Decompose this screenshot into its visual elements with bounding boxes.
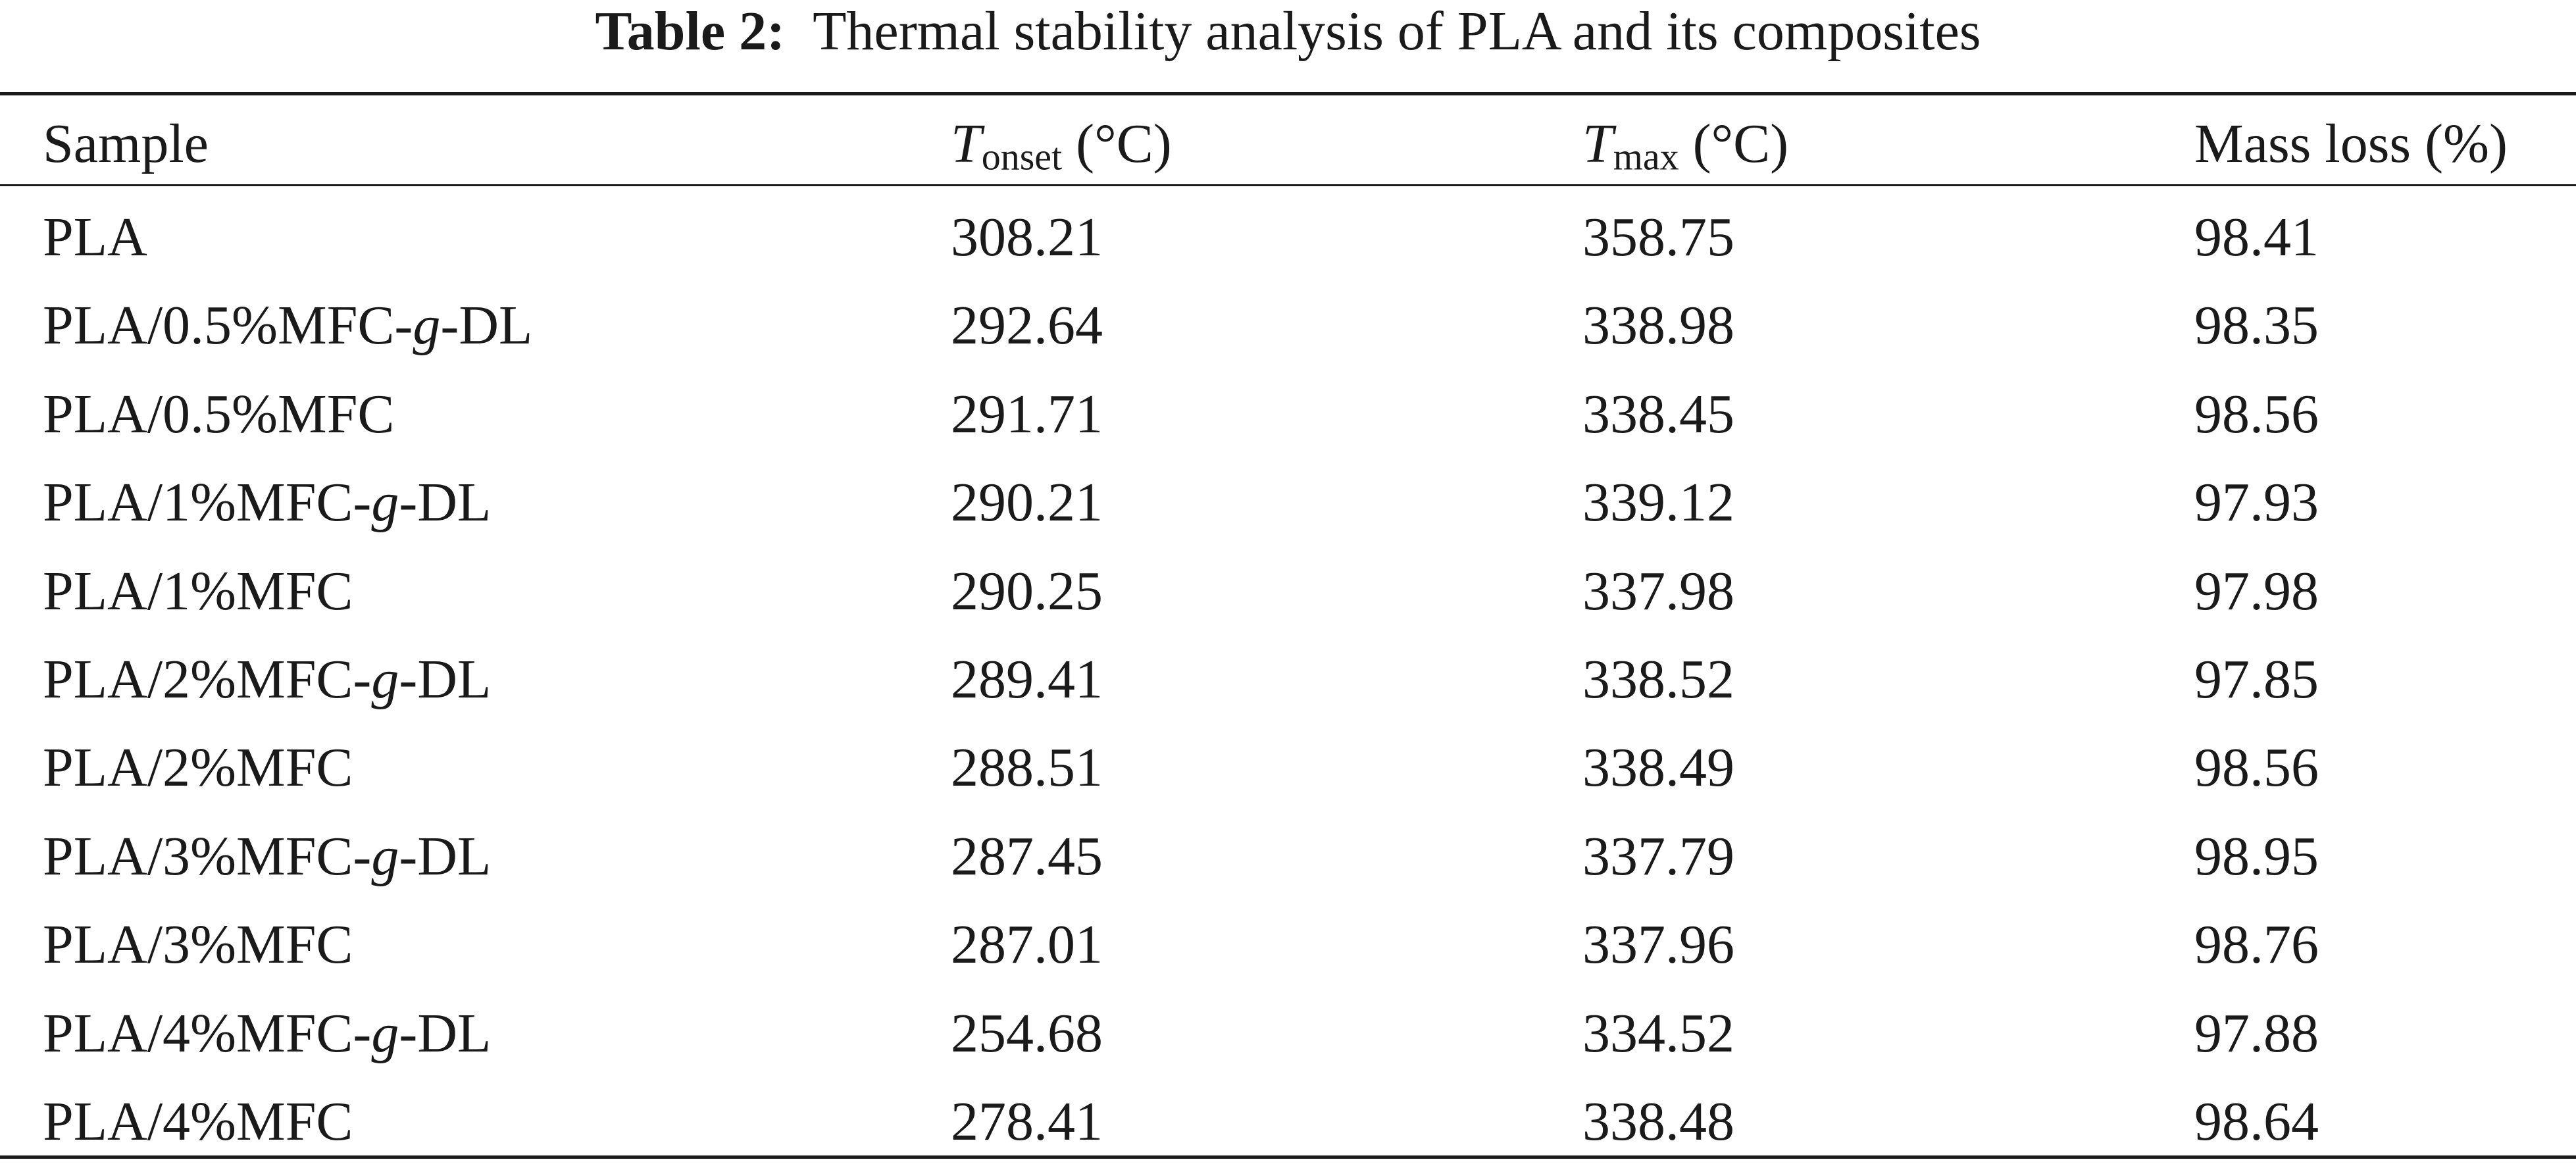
table-row: PLA 308.21 358.75 98.41 <box>0 193 2576 282</box>
sample-name-ital: g <box>371 1002 399 1064</box>
cell-sample: PLA/3%MFC-g-DL <box>43 813 491 901</box>
table-row: PLA/2%MFC 288.51 338.49 98.56 <box>0 724 2576 812</box>
cell-mass-loss: 98.35 <box>2194 295 2319 357</box>
header-tmax-unit: (°C) <box>1692 113 1789 174</box>
sample-name-post: -DL <box>399 472 492 534</box>
header-sample: Sample <box>43 113 209 174</box>
sample-name-pre: PLA/1%MFC- <box>43 472 372 534</box>
cell-mass-loss: 98.76 <box>2194 914 2319 976</box>
cell-tonset: 278.41 <box>951 1091 1103 1152</box>
header-tonset-symbol: T <box>951 113 982 174</box>
cell-tmax: 338.98 <box>1582 295 1734 357</box>
sample-name-pre: PLA/2%MFC- <box>43 649 372 710</box>
cell-tmax: 358.75 <box>1582 207 1734 268</box>
sample-name-post: -DL <box>399 825 492 887</box>
header-mass-loss: Mass loss (%) <box>2194 113 2508 174</box>
cell-tonset: 287.01 <box>951 914 1103 976</box>
cell-sample: PLA/2%MFC-g-DL <box>43 636 491 724</box>
sample-name-pre: PLA/4%MFC- <box>43 1002 372 1064</box>
sample-name-post: -DL <box>399 1002 492 1064</box>
header-tmax-subscript: max <box>1613 135 1679 178</box>
table-row: PLA/4%MFC 278.41 338.48 98.64 <box>0 1078 2576 1166</box>
sample-name-post: -DL <box>440 295 533 357</box>
sample-name-pre: PLA/4%MFC <box>43 1091 353 1152</box>
sample-name-post: -DL <box>399 649 492 710</box>
cell-mass-loss: 98.95 <box>2194 825 2319 887</box>
cell-tmax: 338.48 <box>1582 1091 1734 1152</box>
sample-name-pre: PLA <box>43 207 147 268</box>
cell-tonset: 287.45 <box>951 825 1103 887</box>
cell-mass-loss: 97.85 <box>2194 649 2319 710</box>
cell-sample: PLA/1%MFC-g-DL <box>43 459 491 547</box>
sample-name-ital: g <box>371 472 399 534</box>
sample-name-pre: PLA/3%MFC <box>43 914 353 976</box>
sample-name-ital: g <box>413 295 441 357</box>
cell-tonset: 288.51 <box>951 737 1103 799</box>
sample-name-pre: PLA/1%MFC <box>43 560 353 622</box>
sample-name-pre: PLA/0.5%MFC- <box>43 295 413 357</box>
header-tonset-subscript: onset <box>981 135 1063 178</box>
cell-mass-loss: 97.98 <box>2194 560 2319 622</box>
cell-tonset: 290.25 <box>951 560 1103 622</box>
cell-tmax: 338.49 <box>1582 737 1734 799</box>
cell-mass-loss: 98.64 <box>2194 1091 2319 1152</box>
sample-name-ital: g <box>371 825 399 887</box>
table-header-row: Sample Tonset (°C) Tmax (°C) Mass loss (… <box>0 100 2576 188</box>
cell-sample: PLA/4%MFC <box>43 1078 353 1166</box>
cell-sample: PLA/3%MFC <box>43 901 353 989</box>
cell-tmax: 337.79 <box>1582 825 1734 887</box>
header-tonset: Tonset (°C) <box>951 100 1172 188</box>
cell-sample: PLA/1%MFC <box>43 547 353 636</box>
cell-tonset: 289.41 <box>951 649 1103 710</box>
table-row: PLA/0.5%MFC 291.71 338.45 98.56 <box>0 370 2576 459</box>
top-rule <box>0 92 2576 95</box>
bottom-rule <box>0 1155 2576 1159</box>
table-row: PLA/1%MFC-g-DL 290.21 339.12 97.93 <box>0 459 2576 547</box>
header-tmax-symbol: T <box>1582 113 1613 174</box>
table-row: PLA/2%MFC-g-DL 289.41 338.52 97.85 <box>0 636 2576 724</box>
header-rule <box>0 184 2576 186</box>
table-row: PLA/3%MFC 287.01 337.96 98.76 <box>0 901 2576 989</box>
cell-tmax: 338.52 <box>1582 649 1734 710</box>
cell-mass-loss: 97.93 <box>2194 472 2319 534</box>
cell-mass-loss: 98.41 <box>2194 207 2319 268</box>
table-row: PLA/0.5%MFC-g-DL 292.64 338.98 98.35 <box>0 282 2576 370</box>
table-row: PLA/4%MFC-g-DL 254.68 334.52 97.88 <box>0 990 2576 1078</box>
cell-mass-loss: 97.88 <box>2194 1002 2319 1064</box>
cell-tmax: 339.12 <box>1582 472 1734 534</box>
cell-sample: PLA/2%MFC <box>43 724 353 812</box>
caption-text: Thermal stability analysis of PLA and it… <box>813 1 1981 62</box>
header-tmax: Tmax (°C) <box>1582 100 1788 188</box>
cell-tonset: 290.21 <box>951 472 1103 534</box>
cell-tmax: 334.52 <box>1582 1002 1734 1064</box>
cell-tonset: 308.21 <box>951 207 1103 268</box>
sample-name-pre: PLA/2%MFC <box>43 737 353 799</box>
cell-mass-loss: 98.56 <box>2194 383 2319 445</box>
cell-mass-loss: 98.56 <box>2194 737 2319 799</box>
cell-sample: PLA/0.5%MFC-g-DL <box>43 282 532 370</box>
sample-name-pre: PLA/0.5%MFC <box>43 383 395 445</box>
cell-sample: PLA/0.5%MFC <box>43 370 394 459</box>
caption-label: Table 2: <box>595 1 786 62</box>
cell-tonset: 291.71 <box>951 383 1103 445</box>
header-tonset-unit: (°C) <box>1076 113 1172 174</box>
sample-name-pre: PLA/3%MFC- <box>43 825 372 887</box>
cell-sample: PLA <box>43 193 147 282</box>
cell-tonset: 292.64 <box>951 295 1103 357</box>
sample-name-ital: g <box>371 649 399 710</box>
cell-tonset: 254.68 <box>951 1002 1103 1064</box>
cell-sample: PLA/4%MFC-g-DL <box>43 990 491 1078</box>
table-caption: Table 2: Thermal stability analysis of P… <box>0 0 2576 92</box>
cell-tmax: 337.96 <box>1582 914 1734 976</box>
table-row: PLA/3%MFC-g-DL 287.45 337.79 98.95 <box>0 813 2576 901</box>
cell-tmax: 338.45 <box>1582 383 1734 445</box>
table-row: PLA/1%MFC 290.25 337.98 97.98 <box>0 547 2576 636</box>
cell-tmax: 337.98 <box>1582 560 1734 622</box>
